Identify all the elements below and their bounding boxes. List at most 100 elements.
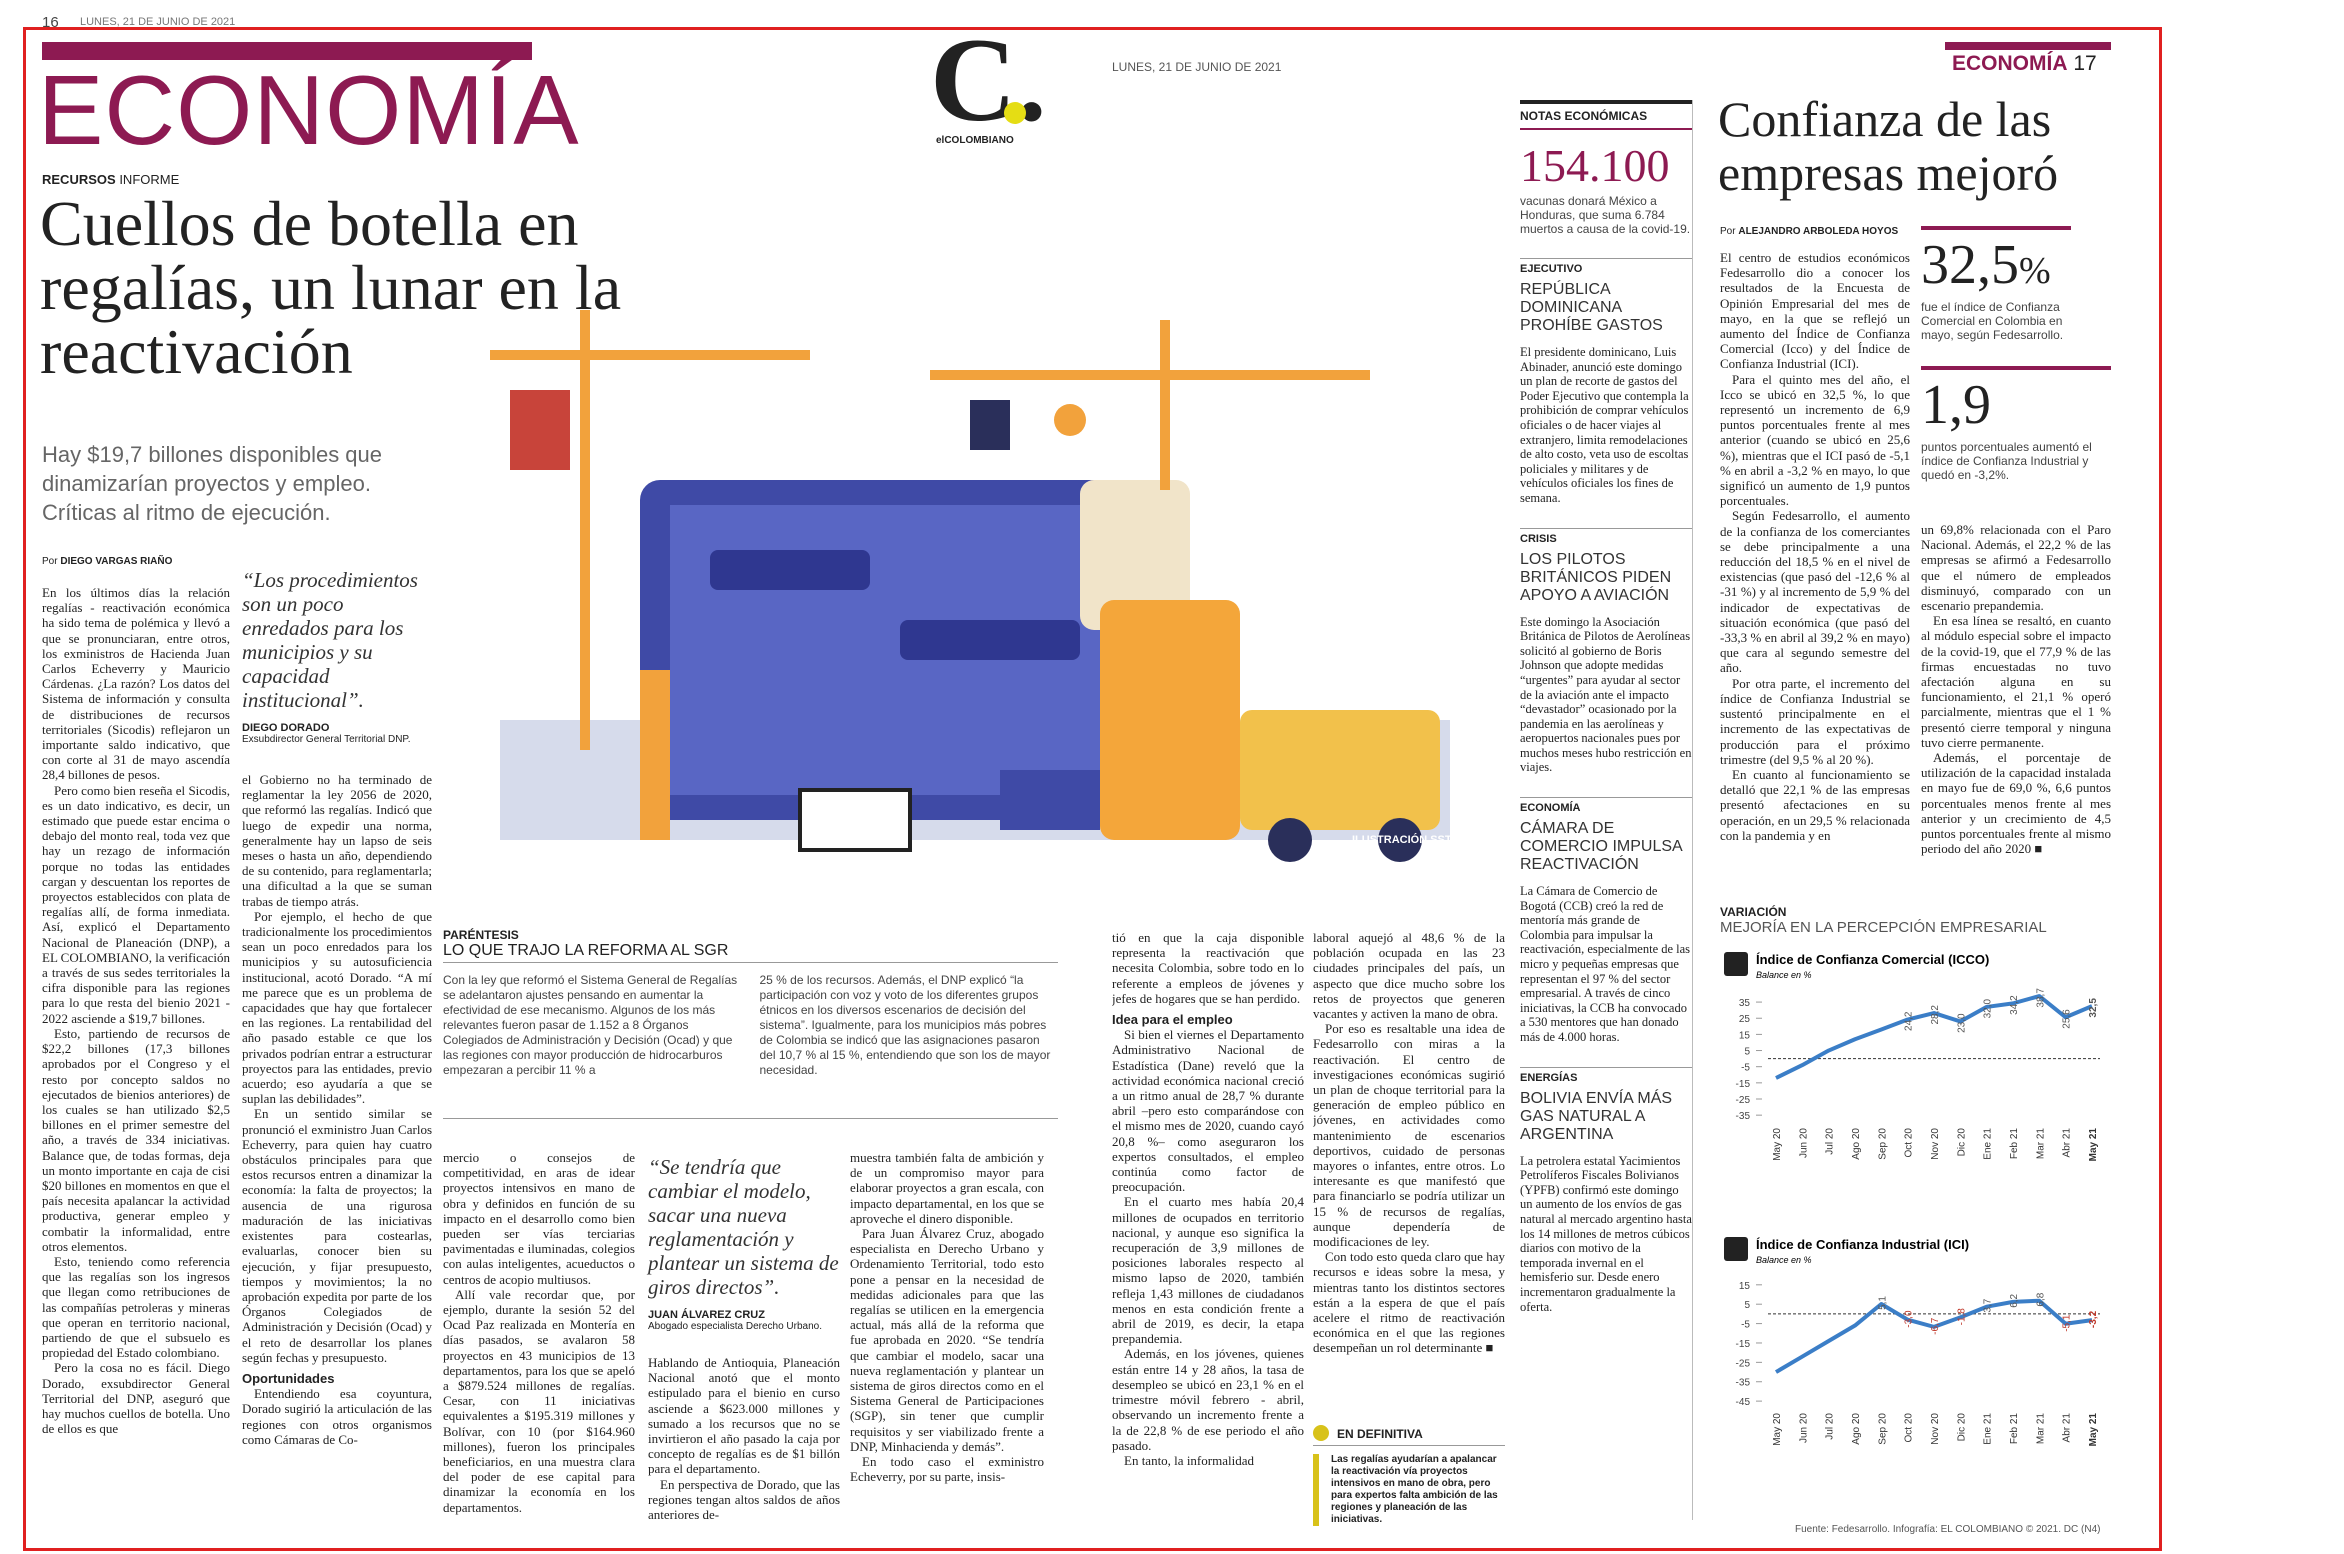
date-line: LUNES, 21 DE JUNIO DE 2021 bbox=[80, 16, 236, 28]
body-column: El centro de estudios económicos Fedesar… bbox=[1720, 250, 1910, 895]
y-tick-label: 15 bbox=[1739, 1030, 1751, 1041]
note: CRISIS LOS PILOTOS BRITÁNICOS PIDEN APOYO… bbox=[1520, 527, 1692, 776]
note: ECONOMÍA CÁMARA DE COMERCIO IMPULSA REACT… bbox=[1520, 797, 1692, 1045]
stat-value: 32,5 bbox=[1921, 234, 2019, 296]
source: Fuente: Fedesarrollo. Infografía: EL COL… bbox=[1795, 1524, 2101, 1535]
chart-icon bbox=[1724, 952, 1748, 976]
paragraph: tió en que la caja disponible representa… bbox=[1112, 930, 1304, 1006]
value-label: 23,0 bbox=[1956, 1013, 1967, 1033]
x-tick-label: Ago 20 bbox=[1851, 1128, 1862, 1160]
x-tick-label: Mar 21 bbox=[2035, 1413, 2046, 1445]
block bbox=[1100, 600, 1240, 840]
paragraph: En los últimos días la relación regalías… bbox=[42, 585, 230, 783]
panel bbox=[710, 550, 870, 590]
paragraph: el Gobierno no ha terminado de reglament… bbox=[242, 772, 432, 909]
stat: 32,5% fue el índice de Confianza Comercia… bbox=[1921, 226, 2071, 342]
paragraph: Además, el porcentaje de utilización de … bbox=[1921, 750, 2111, 857]
value-label: 38,7 bbox=[2035, 988, 2046, 1008]
section-title: ECONOMÍA bbox=[38, 55, 580, 165]
subhead: Hay $19,7 billones disponibles que dinam… bbox=[42, 442, 383, 525]
stats: 32,5% fue el índice de Confianza Comercia… bbox=[1921, 226, 2111, 506]
body-column: un 69,8% relacionada con el Paro Naciona… bbox=[1921, 522, 2111, 895]
kicker: RECURSOS INFORME bbox=[42, 172, 179, 187]
paragraph: Por otra parte, el incremento del índice… bbox=[1720, 675, 1910, 767]
logo-dot bbox=[1004, 102, 1026, 124]
graphic-header: VARIACIÓN MEJORÍA EN LA PERCEPCIÓN EMPRE… bbox=[1720, 905, 2112, 936]
paragraph: En tanto, la informalidad bbox=[1124, 1452, 1254, 1468]
stat-value: 1,9 bbox=[1921, 374, 1991, 436]
note-tag: ECONOMÍA bbox=[1520, 797, 1692, 814]
paragraph: laboral aquejó al 48,6 % de la población… bbox=[1313, 930, 1505, 1022]
body-column: mercio o consejos de competitividad, en … bbox=[443, 1150, 635, 1535]
paragraph: Pero como bien reseña el Sicodis, es un … bbox=[42, 782, 230, 1026]
box-tag: PARÉNTESIS bbox=[443, 928, 519, 942]
folio: 17 bbox=[2073, 52, 2097, 75]
byline-name: DIEGO VARGAS RIAÑO bbox=[60, 556, 173, 567]
x-tick-label: Oct 20 bbox=[1904, 1413, 1915, 1443]
x-tick-label: Jun 20 bbox=[1798, 1413, 1809, 1443]
y-tick-label: -5 bbox=[1741, 1320, 1750, 1331]
note-text: Este domingo la Asociación Británica de … bbox=[1520, 614, 1692, 775]
wheel bbox=[1268, 818, 1312, 862]
logo-name: elCOLOMBIANO bbox=[936, 135, 1014, 146]
x-tick-label: Jul 20 bbox=[1825, 1413, 1836, 1440]
value-label: -3,0 bbox=[1904, 1310, 1915, 1328]
body-column: muestra también falta de ambición y de u… bbox=[850, 1150, 1044, 1535]
box-title: LO QUE TRAJO LA REFORMA AL SGR bbox=[443, 942, 1058, 963]
x-tick-label: Nov 20 bbox=[1930, 1128, 1941, 1160]
summary-tag: EN DEFINITIVA bbox=[1313, 1425, 1505, 1446]
x-tick-label: Feb 21 bbox=[2009, 1128, 2020, 1160]
byline-prefix: Por bbox=[42, 556, 58, 567]
paragraph: En perspectiva de Dorado, que las region… bbox=[648, 1476, 840, 1523]
headline: Cuellos de botella en regalías, un lunar… bbox=[40, 188, 622, 387]
note: EJECUTIVO REPÚBLICA DOMINICANA PROHÍBE GA… bbox=[1520, 258, 1692, 506]
value-label: 5,1 bbox=[1877, 1296, 1888, 1310]
graphic-tag: VARIACIÓN bbox=[1720, 905, 1787, 919]
paragraph: En cuanto al funcionamiento se detalló q… bbox=[1720, 766, 1910, 843]
byline: Por DIEGO VARGAS RIAÑO bbox=[42, 556, 172, 567]
pull-quote: “Los procedimientos son un poco enredado… bbox=[242, 568, 432, 745]
paragraph: Por ejemplo, el hecho de que tradicional… bbox=[242, 908, 432, 1107]
ladder bbox=[640, 670, 670, 840]
quote-author: DIEGO DORADO bbox=[242, 722, 330, 734]
body-column: tió en que la caja disponible representa… bbox=[1112, 930, 1304, 1535]
paragraph: Por eso es resaltable una idea de Fedesa… bbox=[1313, 1021, 1505, 1250]
crane-mast bbox=[580, 310, 590, 750]
quote-text: “Se tendría que cambiar el modelo, sacar… bbox=[648, 1155, 839, 1299]
x-tick-label: Ene 21 bbox=[1983, 1413, 1994, 1445]
data-line bbox=[1774, 1298, 2093, 1374]
quote-author: JUAN ÁLVAREZ CRUZ bbox=[648, 1309, 765, 1321]
quote-role: Exsubdirector General Territorial DNP. bbox=[242, 734, 411, 745]
paragraph: Según Fedesarrollo, el aumento de la con… bbox=[1720, 508, 1910, 676]
section-bar bbox=[42, 42, 532, 60]
crane-mast bbox=[1160, 320, 1170, 490]
body-column: el Gobierno no ha terminado de reglament… bbox=[242, 772, 432, 1535]
x-tick-label: May 20 bbox=[1772, 1413, 1783, 1446]
data-line bbox=[1775, 994, 2093, 1080]
note-text: La petrolera estatal Yacimientos Petrolí… bbox=[1520, 1153, 1692, 1314]
subheading: Oportunidades bbox=[242, 1370, 335, 1386]
paragraph: muestra también falta de ambición y de u… bbox=[850, 1150, 1044, 1226]
paragraph: En un sentido similar se pronunció el ex… bbox=[242, 1106, 432, 1365]
note-title: LOS PILOTOS BRITÁNICOS PIDEN APOYO A AVI… bbox=[1520, 550, 1672, 604]
value-label: 24,2 bbox=[1904, 1011, 1915, 1031]
y-tick-label: -45 bbox=[1736, 1397, 1751, 1408]
crane-jib bbox=[490, 350, 810, 360]
x-tick-label: Abr 21 bbox=[2062, 1413, 2073, 1443]
illustration: ILUSTRACIÓN SSTOCK bbox=[490, 310, 1475, 862]
value-label: 3,7 bbox=[1983, 1298, 1994, 1312]
chart-icon bbox=[1724, 1237, 1748, 1261]
date: LUNES, 21 DE JUNIO DE 2021 bbox=[1112, 60, 1282, 74]
paragraph: Para el quinto mes del año, el Icco se u… bbox=[1720, 371, 1910, 509]
x-tick-label: Nov 20 bbox=[1930, 1413, 1941, 1445]
byline: Por ALEJANDRO ARBOLEDA HOYOS bbox=[1720, 226, 1898, 237]
paragraph: El centro de estudios económicos Fedesar… bbox=[1720, 250, 1910, 372]
byline-name: ALEJANDRO ARBOLEDA HOYOS bbox=[1738, 226, 1899, 237]
y-tick-label: 35 bbox=[1739, 998, 1751, 1009]
value-label: -5,1 bbox=[2062, 1314, 2073, 1332]
value-label: -3,2 bbox=[2088, 1310, 2099, 1328]
paragraph: En esa línea se resaltó, en cuanto al mó… bbox=[1921, 613, 2111, 750]
body-column: En los últimos días la relación regalías… bbox=[42, 585, 230, 1535]
